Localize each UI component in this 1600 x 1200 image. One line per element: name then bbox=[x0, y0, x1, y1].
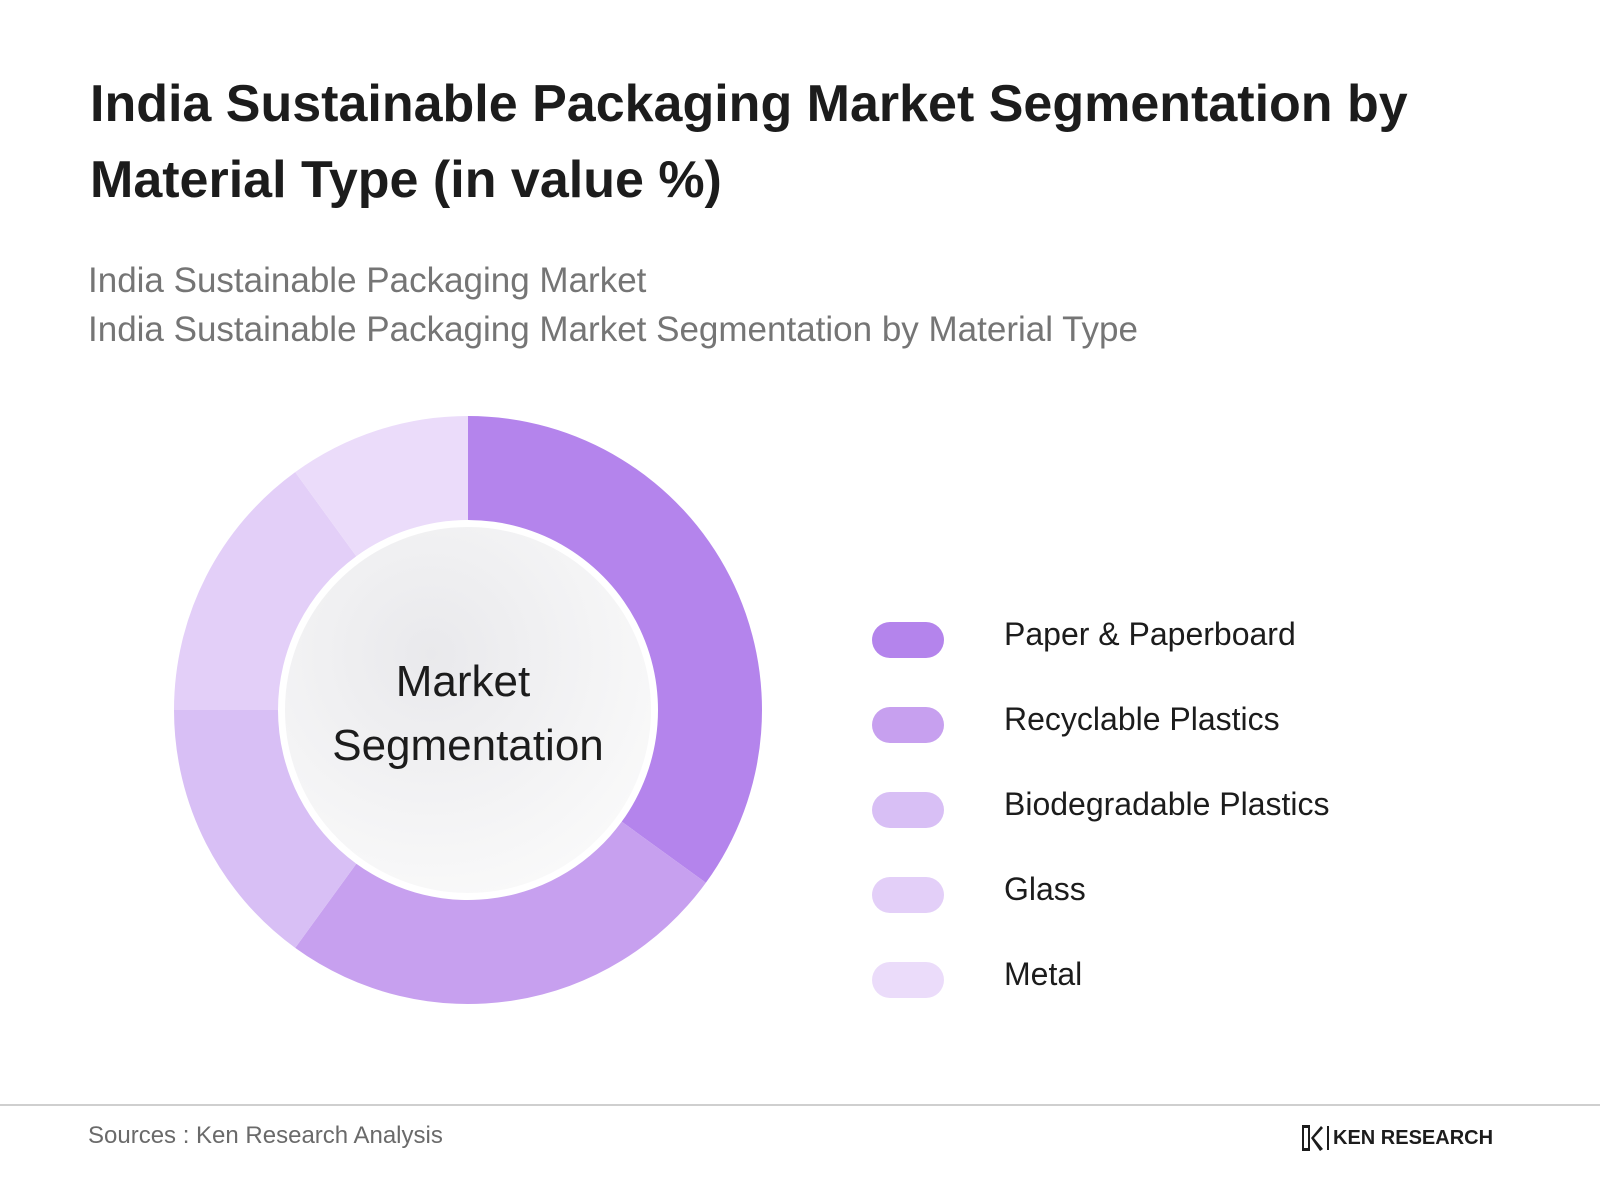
donut-slice-metal[interactable] bbox=[295, 416, 468, 557]
legend-label: Recyclable Plastics bbox=[1004, 701, 1280, 737]
subtitle-line-1: India Sustainable Packaging Market bbox=[88, 261, 647, 300]
legend-label: Metal bbox=[1004, 956, 1083, 992]
brand-separator bbox=[1327, 1126, 1329, 1150]
legend-swatch bbox=[872, 792, 944, 828]
subtitle-line-2: India Sustainable Packaging Market Segme… bbox=[88, 310, 1138, 349]
legend-label: Biodegradable Plastics bbox=[1004, 786, 1330, 822]
legend-swatch bbox=[872, 707, 944, 743]
donut-slices bbox=[174, 416, 762, 1004]
brand-name: KEN RESEARCH bbox=[1333, 1126, 1494, 1149]
center-label-line-2: Segmentation bbox=[332, 721, 604, 770]
ken-research-logo-icon bbox=[1302, 1125, 1323, 1151]
legend-swatch bbox=[872, 962, 944, 998]
donut-center bbox=[279, 521, 657, 899]
legend-label: Glass bbox=[1004, 871, 1086, 907]
donut-slice-biodegradable-plastics[interactable] bbox=[174, 710, 357, 948]
legend-label: Paper & Paperboard bbox=[1004, 616, 1296, 652]
donut-chart: Market Segmentation bbox=[174, 416, 762, 1004]
brand-logo: KEN RESEARCH bbox=[1300, 1124, 1493, 1152]
donut-slice-glass[interactable] bbox=[174, 472, 357, 710]
center-label-line-1: Market bbox=[396, 657, 530, 706]
donut-slice-recyclable-plastics[interactable] bbox=[295, 821, 706, 1004]
chart-subtitle: India Sustainable Packaging Market India… bbox=[88, 256, 1138, 354]
chart-title: India Sustainable Packaging Market Segme… bbox=[90, 75, 1408, 209]
source-note: Sources : Ken Research Analysis bbox=[88, 1122, 443, 1149]
legend-swatch bbox=[872, 877, 944, 913]
footer-divider bbox=[0, 1104, 1600, 1106]
legend-swatch bbox=[872, 622, 944, 658]
donut-slice-paper-paperboard[interactable] bbox=[468, 416, 762, 883]
